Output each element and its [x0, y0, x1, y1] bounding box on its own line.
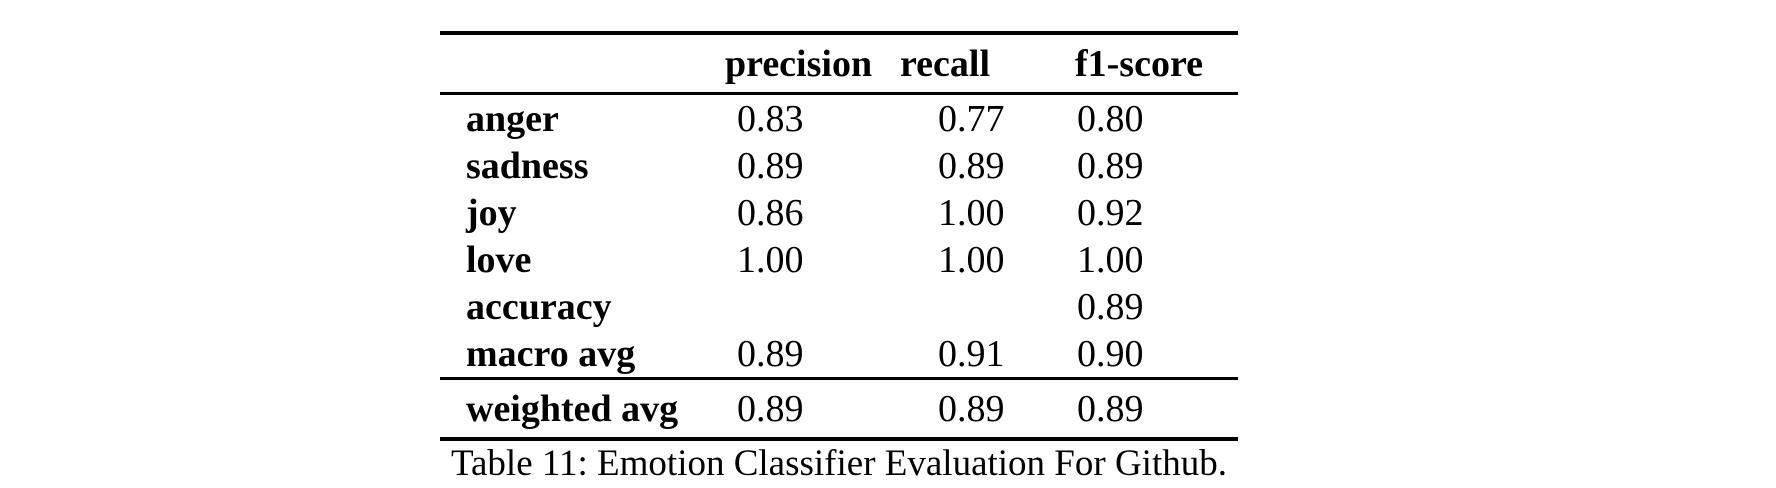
- recall-value: 0.91: [938, 332, 1005, 375]
- recall-value: 0.89: [938, 144, 1005, 187]
- f1-value: 0.80: [1077, 97, 1144, 140]
- corner-cell: [440, 33, 720, 94]
- table-row-sadness: sadness 0.89 0.89 0.89: [440, 142, 1238, 189]
- row-label: weighted avg: [466, 387, 679, 430]
- recall-value: 0.77: [938, 97, 1005, 140]
- precision-value: 0.89: [737, 144, 804, 187]
- table-row-love: love 1.00 1.00 1.00: [440, 236, 1238, 283]
- row-label: accuracy: [466, 285, 612, 328]
- precision-value: 1.00: [737, 238, 804, 281]
- recall-value: [900, 283, 1073, 330]
- precision-value: [720, 283, 900, 330]
- row-label: love: [466, 238, 532, 281]
- table-caption: Table 11: Emotion Classifier Evaluation …: [450, 443, 1227, 484]
- row-label: macro avg: [466, 332, 636, 375]
- col-header-f1-score: f1-score: [1075, 42, 1204, 85]
- precision-value: 0.86: [737, 191, 804, 234]
- f1-value: 0.92: [1077, 191, 1144, 234]
- recall-value: 1.00: [938, 191, 1005, 234]
- emotion-eval-table: precision recall f1-score anger 0.83 0.7…: [440, 31, 1238, 441]
- col-header-recall: recall: [900, 42, 991, 85]
- table-row-macro-avg: macro avg 0.89 0.91 0.90: [440, 330, 1238, 379]
- f1-value: 0.89: [1077, 144, 1144, 187]
- table-row-accuracy: accuracy 0.89: [440, 283, 1238, 330]
- row-label: anger: [466, 97, 559, 140]
- table-row-joy: joy 0.86 1.00 0.92: [440, 189, 1238, 236]
- f1-value: 1.00: [1077, 238, 1144, 281]
- precision-value: 0.83: [737, 97, 804, 140]
- recall-value: 1.00: [938, 238, 1005, 281]
- col-header-precision: precision: [725, 42, 873, 85]
- table-row-weighted-avg: weighted avg 0.89 0.89 0.89: [440, 379, 1238, 440]
- row-label: joy: [466, 191, 517, 234]
- precision-value: 0.89: [737, 332, 804, 375]
- row-label: sadness: [466, 144, 589, 187]
- table-row-anger: anger 0.83 0.77 0.80: [440, 94, 1238, 143]
- f1-value: 0.89: [1077, 285, 1144, 328]
- f1-value: 0.89: [1077, 387, 1144, 430]
- recall-value: 0.89: [938, 387, 1005, 430]
- precision-value: 0.89: [737, 387, 804, 430]
- f1-value: 0.90: [1077, 332, 1144, 375]
- header-row: precision recall f1-score: [440, 33, 1238, 94]
